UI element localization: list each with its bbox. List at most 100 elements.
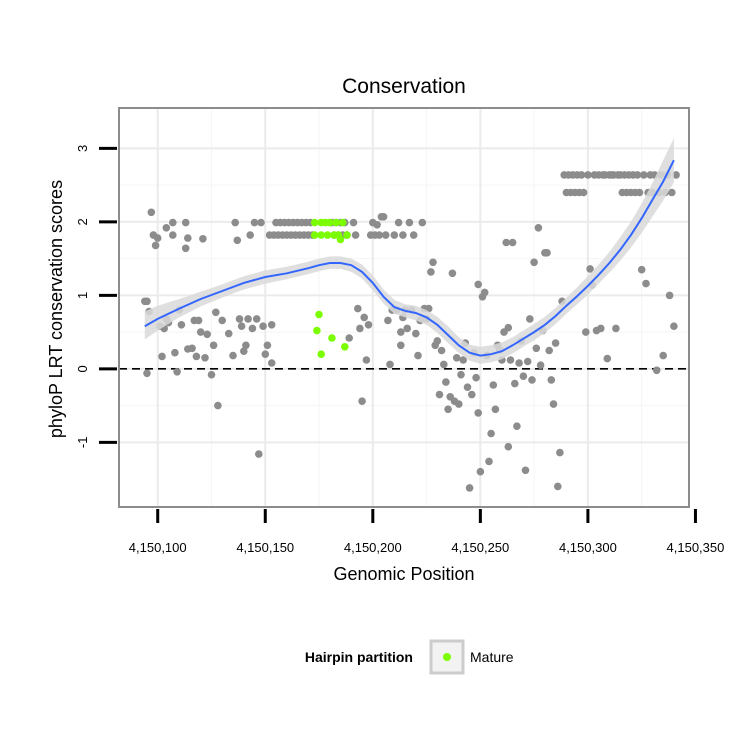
point-other — [659, 351, 667, 360]
point-other — [476, 467, 485, 476]
point-other — [153, 234, 162, 242]
point-other — [597, 324, 605, 333]
point-other — [612, 324, 620, 333]
point-other — [244, 315, 252, 323]
point-mature — [313, 326, 321, 335]
point-other — [257, 218, 265, 227]
point-other — [603, 354, 612, 363]
point-other — [543, 249, 551, 257]
point-other — [397, 328, 405, 336]
point-other — [670, 322, 678, 331]
point-other — [491, 405, 500, 414]
point-other — [513, 422, 521, 431]
point-other — [267, 321, 276, 329]
point-other — [373, 221, 381, 229]
point-other — [409, 231, 418, 239]
point-other — [640, 171, 648, 179]
point-other — [528, 376, 536, 384]
point-other — [523, 357, 532, 366]
point-other — [551, 339, 560, 347]
point-other — [489, 381, 498, 389]
y-tick-label: 3 — [75, 145, 90, 152]
point-other — [652, 366, 661, 375]
point-other — [442, 378, 450, 386]
point-other — [362, 356, 371, 364]
point-other — [511, 379, 519, 388]
point-other — [394, 218, 403, 227]
point-other — [242, 341, 250, 350]
point-other — [390, 231, 399, 239]
point-mature — [323, 231, 332, 239]
smooth-line — [144, 159, 675, 357]
point-other — [556, 448, 564, 457]
point-other — [267, 359, 276, 367]
point-other — [158, 352, 166, 361]
point-other — [405, 218, 414, 227]
point-other — [169, 218, 177, 227]
chart-title: Conservation — [342, 75, 466, 98]
point-other — [668, 188, 676, 197]
point-other — [504, 323, 513, 332]
legend: Hairpin partition Mature — [305, 639, 514, 675]
point-other — [248, 324, 257, 333]
point-other — [637, 265, 646, 274]
point-other — [399, 231, 407, 239]
point-other — [586, 265, 594, 273]
point-other — [508, 238, 517, 247]
point-other — [173, 368, 181, 376]
point-other — [427, 268, 435, 276]
point-other — [444, 405, 452, 414]
point-mature — [341, 343, 349, 351]
point-other — [203, 330, 211, 339]
point-other — [188, 344, 196, 353]
point-other — [665, 291, 674, 300]
point-mature — [332, 218, 341, 227]
x-tick-label: 4,150,350 — [667, 540, 725, 555]
point-other — [642, 279, 650, 288]
point-other — [472, 373, 480, 382]
point-other — [504, 442, 513, 451]
point-other — [181, 244, 190, 253]
point-other — [224, 329, 233, 338]
point-mature — [338, 218, 347, 227]
point-other — [485, 457, 493, 466]
point-other — [582, 328, 590, 336]
point-other — [530, 258, 538, 267]
x-tick-label: 4,150,100 — [129, 540, 187, 555]
point-other — [429, 258, 437, 267]
point-other — [151, 241, 160, 250]
point-other — [459, 356, 468, 364]
point-other — [452, 354, 461, 362]
point-other — [192, 352, 201, 361]
point-other — [554, 482, 562, 491]
point-other — [384, 316, 392, 325]
point-other — [199, 235, 207, 243]
point-other — [536, 361, 545, 370]
point-other — [381, 231, 390, 239]
point-other — [635, 188, 644, 197]
point-other — [252, 315, 261, 323]
point-mature — [343, 231, 351, 239]
y-tick-label: 0 — [75, 365, 90, 372]
point-other — [457, 370, 465, 379]
point-other — [169, 231, 177, 239]
point-other — [412, 329, 420, 338]
point-other — [672, 171, 680, 179]
point-other — [354, 304, 362, 313]
point-other — [465, 484, 474, 492]
x-tick-label: 4,150,200 — [344, 540, 402, 555]
point-other — [147, 208, 156, 217]
point-other — [545, 346, 553, 355]
point-other — [519, 372, 528, 381]
point-other — [237, 322, 246, 331]
point-mature — [336, 235, 345, 244]
point-other — [386, 360, 394, 369]
x-tick-label: 4,150,250 — [451, 540, 509, 555]
point-other — [506, 356, 515, 364]
point-other — [414, 351, 422, 360]
point-other — [521, 466, 530, 475]
point-other — [487, 429, 495, 438]
point-other — [162, 224, 171, 232]
point-other — [360, 313, 369, 322]
point-other — [196, 328, 205, 336]
